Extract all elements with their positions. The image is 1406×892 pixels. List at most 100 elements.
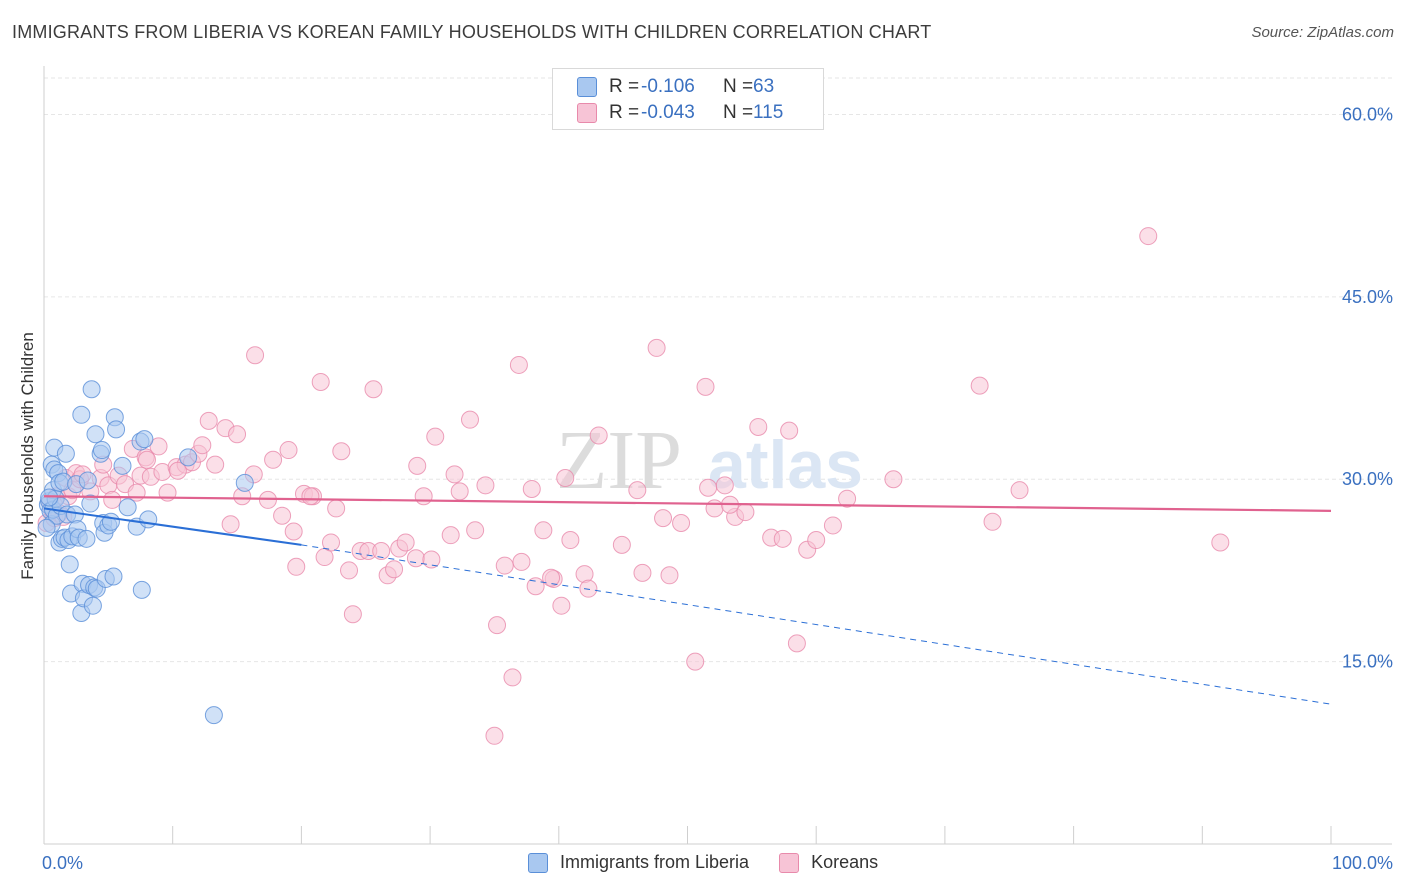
korean-point [476, 476, 495, 495]
stats-row-koreans: R = -0.043 N = 115 [577, 100, 783, 126]
korean-point [884, 470, 903, 489]
korean-point [264, 450, 283, 469]
liberia-point [235, 473, 254, 492]
korean-point [450, 482, 469, 501]
korean-point [327, 499, 346, 518]
x-tick-label-min: 0.0% [42, 853, 83, 873]
korean-point [408, 456, 427, 475]
korean-point [149, 437, 168, 456]
watermark-zip: ZIP [556, 414, 682, 507]
liberia-trend-extrapolation [301, 544, 1332, 705]
liberia-point [135, 430, 154, 449]
n-label: N = [723, 102, 754, 123]
liberia-point [92, 441, 111, 460]
y-tick-label: 60.0% [1342, 104, 1393, 124]
korean-point [322, 533, 341, 552]
korean-point [287, 557, 306, 576]
watermark-atlas: atlas [708, 427, 863, 503]
korean-point [372, 541, 391, 560]
korean-point [579, 579, 598, 598]
korean-point [228, 425, 247, 444]
korean-point [466, 521, 485, 540]
korean-point [301, 487, 320, 506]
korean-point [343, 605, 362, 624]
korean-point [1010, 481, 1029, 500]
liberia-point [77, 529, 96, 548]
korean-point [445, 465, 464, 484]
koreans-legend-swatch-icon [779, 852, 800, 873]
korean-point [534, 521, 553, 540]
liberia-point [118, 498, 137, 517]
korean-point [311, 372, 330, 391]
source-credit: Source: ZipAtlas.com [1251, 24, 1394, 41]
korean-point [422, 550, 441, 569]
legend-item-liberia[interactable]: Immigrants from Liberia [528, 852, 749, 873]
y-tick-label: 30.0% [1342, 469, 1393, 489]
korean-point [485, 726, 504, 745]
korean-point [715, 476, 734, 495]
korean-point [396, 533, 415, 552]
korean-point [699, 478, 718, 497]
legend-item-koreans[interactable]: Koreans [779, 852, 878, 873]
korean-point [488, 616, 507, 635]
korean-point [522, 479, 541, 498]
liberia-point [83, 596, 102, 615]
korean-point [509, 355, 528, 374]
liberia-point [139, 510, 158, 529]
korean-point [552, 596, 571, 615]
liberia-point [81, 494, 100, 513]
liberia-point [56, 444, 75, 463]
korean-point [633, 563, 652, 582]
korean-point [526, 577, 545, 596]
korean-point [426, 427, 445, 446]
korean-point [406, 549, 425, 568]
liberia-trend-line [43, 507, 302, 546]
korean-point [414, 487, 433, 506]
koreans-trend-line [43, 495, 1332, 512]
liberia-swatch-icon [577, 77, 597, 97]
korean-point [773, 529, 792, 548]
korean-point [284, 522, 303, 541]
korean-point [168, 461, 187, 480]
korean-point [332, 442, 351, 461]
korean-point [512, 552, 531, 571]
liberia-point [204, 706, 223, 725]
korean-point [787, 634, 806, 653]
korean-point [970, 376, 989, 395]
korean-point [193, 436, 212, 455]
korean-point [364, 380, 383, 399]
korean-point [660, 566, 679, 585]
liberia-point [179, 448, 198, 467]
r-value: -0.106 [641, 76, 695, 97]
korean-point [495, 556, 514, 575]
korean-point [385, 560, 404, 579]
r-value: -0.043 [641, 102, 695, 123]
korean-point [654, 509, 673, 528]
korean-point [441, 526, 460, 545]
liberia-legend-swatch-icon [528, 852, 548, 873]
korean-point [542, 568, 561, 587]
korean-point [672, 514, 691, 533]
legend-label-liberia: Immigrants from Liberia [560, 852, 750, 872]
korean-point [983, 512, 1002, 531]
liberia-point [86, 425, 105, 444]
n-value: 115 [753, 102, 784, 123]
korean-point [206, 455, 225, 474]
stats-legend: R = -0.106 N = 63 R = -0.043 N = 115 [552, 68, 824, 130]
legend-label-koreans: Koreans [811, 852, 879, 872]
korean-point [736, 503, 755, 522]
korean-point [838, 489, 857, 508]
y-tick-label: 45.0% [1342, 287, 1393, 307]
korean-point [1139, 227, 1158, 246]
korean-point [246, 346, 265, 365]
korean-point [780, 421, 799, 440]
liberia-point [60, 555, 79, 574]
korean-point [628, 481, 647, 500]
korean-point [807, 531, 826, 550]
korean-point [705, 499, 724, 518]
series-legend: Immigrants from Liberia Koreans [528, 852, 908, 873]
x-tick-label-max: 100.0% [1332, 853, 1393, 873]
r-label: R = [609, 76, 640, 97]
y-tick-label: 15.0% [1342, 652, 1393, 672]
